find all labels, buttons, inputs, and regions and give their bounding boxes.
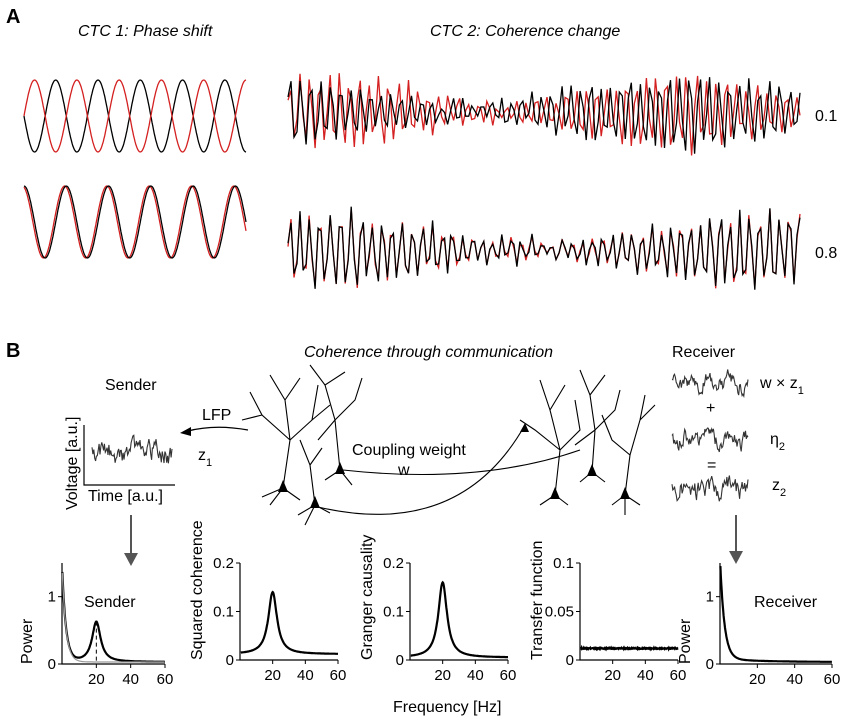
- receiver-down-arrow-head: [729, 551, 743, 564]
- lfp-label: LFP: [202, 407, 231, 424]
- granger-causality-ylabel: Granger causality: [359, 535, 376, 660]
- coherence-value-high: 0.8: [815, 245, 837, 262]
- squared-coherence-chart: 20 40 60 0 0.1 0.2 Squared coherence: [189, 520, 346, 684]
- receiver-power-chart: 20 40 60 0 1 Power Receiver: [677, 563, 840, 688]
- lfp-arrow-head: [180, 427, 191, 436]
- squared-coherence-ytick-label: 0.1: [213, 604, 234, 621]
- z1-label: z1: [198, 447, 212, 469]
- ctc2-title: CTC 2: Coherence change: [430, 23, 620, 40]
- transfer-function-xtick-label: 60: [670, 667, 687, 684]
- coupling-synapse-marker: [520, 423, 529, 432]
- receiver-power-xtick-label: 20: [749, 671, 766, 688]
- granger-causality-ytick-label: 0.2: [383, 555, 404, 572]
- coupling-weight-label: Coupling weight: [352, 442, 466, 459]
- granger-causality-ytick-label: 0.1: [383, 604, 404, 621]
- granger-causality-xtick-label: 60: [500, 667, 517, 684]
- squared-coherence-xtick-label: 20: [264, 667, 281, 684]
- ctc1-phase-shift-red-wave: [23, 79, 247, 153]
- receiver-power-inner-label: Receiver: [754, 594, 818, 611]
- receiver-power-ytick-label: 1: [706, 589, 714, 606]
- receiver-power-ytick-label: 0: [706, 656, 714, 673]
- frequency-axis-label: Frequency [Hz]: [393, 699, 501, 716]
- sender-power-xtick-label: 60: [157, 671, 174, 688]
- receiver-neurons-illustration: [519, 369, 656, 515]
- sender-lfp-axes: [83, 425, 175, 486]
- squared-coherence-ytick-label: 0: [226, 652, 234, 669]
- sender-power-aperiodic-curve: [61, 572, 165, 663]
- squared-coherence-axes: [239, 563, 338, 661]
- receiver-power-curve: [719, 566, 832, 663]
- coupling-weight-symbol: w: [397, 462, 410, 479]
- receiver-noise-trace: [671, 426, 749, 453]
- receiver-power-xtick-label: 60: [824, 671, 841, 688]
- granger-causality-xtick-label: 20: [434, 667, 451, 684]
- ctc1-aligned-red-wave: [23, 185, 247, 259]
- squared-coherence-ytick-label: 0.2: [213, 555, 234, 572]
- sender-power-ytick-label: 1: [48, 589, 56, 606]
- eq-term2: η2: [770, 431, 785, 453]
- sender-power-chart: 20 40 60 0 1 Power Sender: [19, 563, 173, 688]
- voltage-axis-label: Voltage [a.u.]: [64, 417, 81, 510]
- eq-equals: =: [707, 457, 716, 474]
- ctc2-low-coherence-black-trace: [287, 77, 801, 154]
- sender-power-xtick-label: 40: [122, 671, 139, 688]
- granger-causality-ytick-label: 0: [396, 652, 404, 669]
- receiver-input-trace: [671, 369, 749, 399]
- receiver-power-axes: [719, 563, 832, 665]
- panel-a-letter: A: [6, 6, 20, 28]
- sender-lfp-trace: [91, 434, 173, 464]
- transfer-function-ylabel: Transfer function: [529, 541, 546, 660]
- squared-coherence-xtick-label: 40: [297, 667, 314, 684]
- sender-label: Sender: [105, 377, 157, 394]
- squared-coherence-xtick-label: 60: [330, 667, 347, 684]
- transfer-function-xtick-label: 40: [637, 667, 654, 684]
- receiver-label: Receiver: [672, 344, 736, 361]
- sender-power-ylabel: Power: [19, 618, 36, 664]
- sender-power-curve: [61, 571, 165, 663]
- granger-causality-xtick-label: 40: [467, 667, 484, 684]
- receiver-power-xtick-label: 40: [786, 671, 803, 688]
- receiver-power-ylabel: Power: [677, 618, 694, 664]
- sender-lfp-plot: Voltage [a.u.] Time [a.u.]: [64, 417, 175, 510]
- panel-b-title: Coherence through communication: [304, 344, 553, 361]
- ctc2-high-coherence-black-trace: [287, 206, 801, 290]
- eq-result: z2: [772, 477, 786, 499]
- sender-power-axes: [61, 563, 165, 665]
- ctc1-phase-shift-black-wave: [23, 79, 247, 153]
- squared-coherence-curve: [240, 590, 338, 655]
- ctc1-title: CTC 1: Phase shift: [78, 23, 213, 40]
- ctc1-aligned-black-wave: [23, 185, 247, 259]
- sender-neurons-illustration: [241, 364, 363, 526]
- squared-coherence-ylabel: Squared coherence: [189, 520, 206, 660]
- receiver-equation: w × z1 + η2 = z2: [671, 369, 804, 502]
- time-axis-label: Time [a.u.]: [88, 488, 163, 505]
- transfer-function-xtick-label: 20: [604, 667, 621, 684]
- lfp-arrow: [187, 426, 249, 432]
- transfer-function-axes: [579, 563, 678, 661]
- transfer-function-ytick-label: 0.05: [545, 604, 574, 621]
- coherence-value-low: 0.1: [815, 108, 837, 125]
- granger-causality-axes: [409, 563, 508, 661]
- sender-power-ytick-label: 0: [48, 656, 56, 673]
- sender-power-inner-label: Sender: [84, 594, 136, 611]
- transfer-function-curve: [580, 644, 679, 652]
- receiver-output-trace: [671, 475, 749, 502]
- coupling-axon-lower: [317, 424, 526, 515]
- sender-power-xtick-label: 20: [88, 671, 105, 688]
- transfer-function-chart: 20 40 60 0 0.05 0.1 Transfer function: [529, 541, 686, 684]
- transfer-function-ytick-label: 0.1: [553, 555, 574, 572]
- transfer-function-ytick-label: 0: [566, 652, 574, 669]
- granger-causality-curve: [410, 580, 508, 659]
- panel-b-letter: B: [6, 340, 20, 362]
- sender-down-arrow-head: [124, 553, 138, 566]
- coupling-axon-upper: [342, 449, 581, 476]
- granger-causality-chart: 20 40 60 0 0.1 0.2 Granger causality: [359, 535, 516, 684]
- eq-plus: +: [706, 400, 715, 417]
- eq-term1: w × z1: [759, 375, 804, 397]
